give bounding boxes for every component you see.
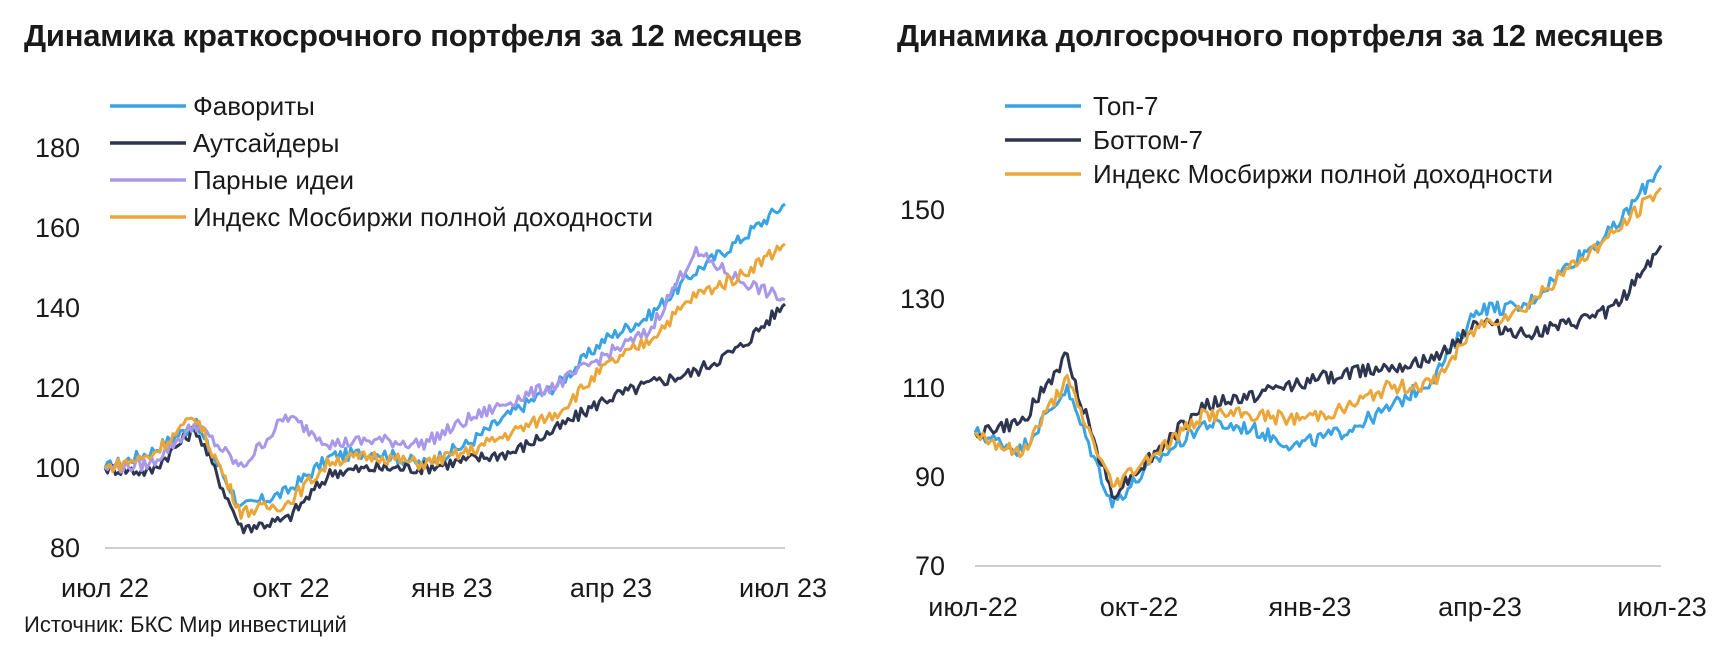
series-line-3 [973,186,1663,488]
legend-label: Фавориты [193,91,315,121]
source-note: Источник: БКС Мир инвестиций [24,612,347,637]
x-tick-label: окт 22 [252,573,329,603]
legend-label: Аутсайдеры [193,128,339,158]
x-tick-label: янв-23 [1269,592,1352,622]
legend-label: Индекс Мосбиржи полной доходности [193,202,653,232]
chart-title-long-term: Динамика долгосрочного портфеля за 12 ме… [897,18,1664,53]
y-tick-label: 100 [35,453,80,483]
y-tick-label: 160 [35,213,80,243]
x-tick-label: янв 23 [411,573,492,603]
y-tick-label: 140 [35,293,80,323]
legend-label: Топ-7 [1093,91,1159,121]
x-tick-label: июл 22 [61,573,149,603]
x-tick-label: июл-22 [928,592,1018,622]
legend-label: Индекс Мосбиржи полной доходности [1093,159,1553,189]
x-tick-label: окт-22 [1100,592,1179,622]
y-tick-label: 70 [915,551,945,581]
chart-title-short-term: Динамика краткосрочного портфеля за 12 м… [24,18,802,53]
x-tick-label: июл-23 [1617,592,1707,622]
x-tick-label: апр-23 [1438,592,1522,622]
series-line-1 [973,164,1663,509]
legend-label: Боттом-7 [1093,125,1203,155]
y-tick-label: 110 [902,373,945,403]
series-line-3 [104,245,786,474]
y-tick-label: 120 [35,373,80,403]
legend-label: Парные идеи [193,165,354,195]
x-tick-label: апр 23 [570,573,652,603]
y-tick-label: 150 [900,195,945,225]
series-line-4 [104,242,786,520]
x-tick-label: июл 23 [739,573,827,603]
series-line-2 [973,244,1663,500]
y-tick-label: 90 [915,462,945,492]
y-tick-label: 180 [35,133,80,163]
series-line-2 [103,302,787,535]
y-tick-label: 130 [900,284,945,314]
y-tick-label: 80 [50,533,80,563]
